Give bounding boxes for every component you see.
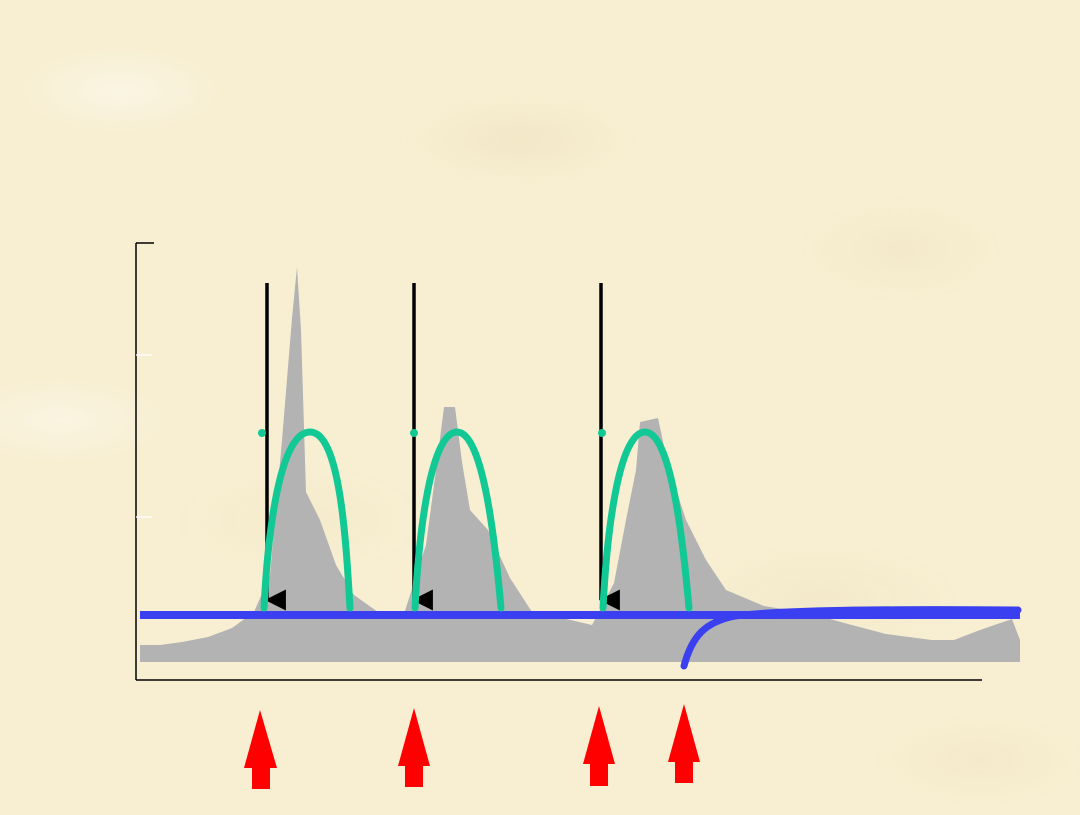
response-arch-2 [411, 428, 505, 612]
blue-decline-curve [680, 606, 1022, 670]
response-arch-3 [599, 428, 693, 612]
response-dot-3 [598, 429, 606, 437]
red-up-arrow-4 [668, 704, 700, 783]
response-dot-2 [410, 429, 418, 437]
green-response-arches [258, 428, 693, 612]
red-up-arrow-1 [244, 710, 277, 789]
axes [135, 242, 982, 681]
red-up-arrow-3 [583, 706, 615, 786]
stimulus-arrows [244, 704, 700, 789]
red-up-arrow-2 [398, 708, 430, 787]
response-dot-1 [258, 429, 266, 437]
response-arch-1 [260, 428, 354, 612]
gray-signal-area [140, 267, 1020, 662]
